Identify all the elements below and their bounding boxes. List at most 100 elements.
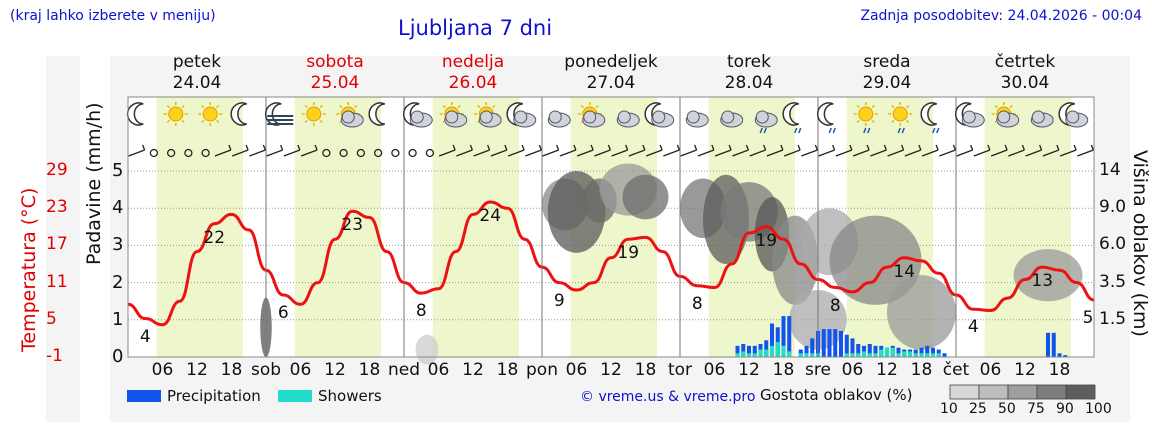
temperature-label: 19 <box>755 230 778 251</box>
sun-ray <box>304 104 308 109</box>
rain-moon-icon <box>816 102 836 134</box>
hour-tick-label: 06 <box>289 360 312 380</box>
wind-barb-icon <box>1021 144 1025 151</box>
sun-cloud-icon <box>577 102 606 128</box>
wind-barb-icon <box>990 149 1008 157</box>
wind-calm-icon <box>166 148 176 158</box>
showers-bar <box>752 353 757 357</box>
sun-shape <box>202 106 218 122</box>
wind-barb-icon <box>607 144 611 151</box>
wind-barb-icon <box>245 144 249 151</box>
rain-drop <box>901 127 905 134</box>
cloud-height-tick-label: 14 <box>1099 160 1121 180</box>
wind-calm-icon <box>408 148 417 158</box>
precipitation-bar <box>1045 332 1051 357</box>
sun-ray <box>181 104 185 109</box>
credit-link[interactable]: © vreme.us & vreme.pro <box>580 389 756 405</box>
cloud-height-axis-title: Višina oblakov (km) <box>1129 150 1151 337</box>
day-date: 26.04 <box>448 73 498 93</box>
moon-shape <box>816 102 834 126</box>
day-date: 28.04 <box>724 73 774 93</box>
wind-barb-icon <box>728 144 732 151</box>
cloud-shape <box>997 110 1011 124</box>
showers-bar <box>735 353 740 357</box>
hour-tick-label: 06 <box>565 360 588 380</box>
wind-barb-icon <box>732 149 749 157</box>
wind-barb-icon <box>1059 149 1077 157</box>
day-date: 25.04 <box>310 73 360 93</box>
precip-legend-swatch <box>127 390 161 402</box>
sun-ray <box>216 104 220 109</box>
day-tick-label: sob <box>250 360 282 380</box>
precipitation-bar <box>735 345 740 357</box>
showers-bar <box>896 353 901 357</box>
showers-bar <box>798 353 803 357</box>
wind-barb-icon <box>956 149 973 157</box>
cloud-scale-swatch <box>978 384 1009 400</box>
wind-barb-icon <box>714 149 732 157</box>
moon-shape <box>368 102 386 126</box>
wind-barb-icon <box>987 144 991 151</box>
wind-calm-icon <box>356 148 366 158</box>
wind-barb-icon <box>611 149 628 157</box>
wind-barb-icon <box>504 144 508 151</box>
wind-barb-icon <box>231 149 249 157</box>
showers-bar <box>769 345 775 357</box>
sun-ray <box>304 119 308 124</box>
cloud-icon <box>547 110 571 128</box>
sun-ray <box>201 119 205 124</box>
wind-barb-icon <box>852 149 870 157</box>
precipitation-bar <box>810 338 815 357</box>
precipitation-bar <box>856 343 861 357</box>
temp-tick-label: 29 <box>46 160 68 180</box>
wind-barb-icon <box>590 144 594 151</box>
wind-barb-icon <box>1004 144 1008 151</box>
day-name: sreda <box>863 52 911 72</box>
rain-drop <box>867 127 871 134</box>
wind-barb-icon <box>818 149 835 157</box>
wind-barb-icon <box>801 149 818 157</box>
showers-bar <box>741 351 746 357</box>
left-margin-panel <box>46 56 80 422</box>
precipitation-bar <box>867 343 872 357</box>
rain-sun-icon <box>853 102 878 134</box>
rain-drop <box>832 127 836 134</box>
wind-barb-icon <box>628 149 646 157</box>
sun-ray <box>856 119 860 124</box>
cloud-scale-label: 100 <box>1085 401 1112 417</box>
wind-barb-icon <box>904 149 922 157</box>
temperature-line <box>127 200 1095 327</box>
wind-barb-icon <box>297 144 301 151</box>
wind-barb-icon <box>487 144 491 151</box>
wind-barb-icon <box>1073 144 1077 151</box>
wind-barb-icon <box>642 144 646 151</box>
sun-cloud-icon <box>336 102 364 128</box>
wind-barb-icon <box>832 144 836 151</box>
sun-ray <box>181 119 185 124</box>
temperature-label: 13 <box>1031 271 1054 292</box>
sun-ray <box>201 104 205 109</box>
showers-bar <box>804 353 809 357</box>
precipitation-bar <box>827 329 832 357</box>
rain-drop <box>763 127 767 134</box>
wind-barb-icon <box>797 144 801 151</box>
cloud-scale-swatch <box>1036 384 1067 400</box>
showers-bar <box>873 353 878 357</box>
wind-barb-icon <box>142 144 146 151</box>
sun-ray <box>457 104 461 109</box>
day-tick-label: sre <box>805 360 831 380</box>
wind-barb-icon <box>866 144 870 151</box>
wind-barb-icon <box>763 144 767 151</box>
precip-tick-label: 1 <box>112 308 124 330</box>
day-tick-label: tor <box>667 360 693 380</box>
showers-bar <box>925 353 930 357</box>
cloud-shape <box>410 110 424 124</box>
hour-tick-label: 12 <box>186 360 208 380</box>
sun-icon <box>198 102 223 126</box>
location-hint[interactable]: (kraj lahko izberete v meniju) <box>10 8 216 24</box>
showers-bar <box>787 351 792 357</box>
cloud-scale-swatch <box>1065 384 1096 400</box>
moon-cloud-icon <box>1058 102 1089 128</box>
moon-shape <box>920 102 938 126</box>
precipitation-bar <box>1051 332 1056 357</box>
